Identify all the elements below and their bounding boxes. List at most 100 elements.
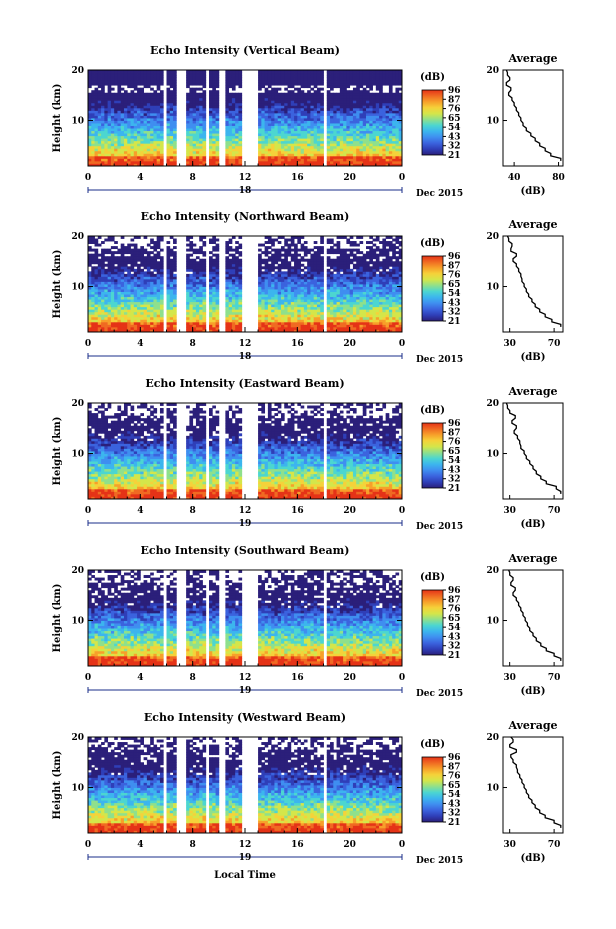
heatmap-cell xyxy=(231,301,236,305)
heatmap-cell xyxy=(388,92,393,96)
heatmap-cell xyxy=(261,128,266,132)
heatmap-cell xyxy=(202,143,207,147)
heatmap-cell xyxy=(300,268,305,272)
heatmap-cell xyxy=(114,138,118,142)
heatmap-cell xyxy=(114,143,118,147)
heatmap-cell xyxy=(146,296,151,300)
heatmap-cell xyxy=(382,158,387,162)
heatmap-cell xyxy=(228,291,233,295)
heatmap-cell xyxy=(267,118,272,121)
heatmap-cell xyxy=(300,100,305,104)
heatmap-cell xyxy=(209,102,213,106)
heatmap-cell xyxy=(192,107,197,111)
heatmap-cell xyxy=(104,77,109,81)
heatmap-cell xyxy=(209,284,213,287)
heatmap-cell xyxy=(330,100,334,104)
heatmap-cell xyxy=(225,160,230,164)
heatmap-cell xyxy=(231,92,236,96)
heatmap-cell xyxy=(274,120,279,124)
heatmap-cell xyxy=(339,90,344,94)
heatmap-cell xyxy=(235,140,239,144)
heatmap-cell xyxy=(107,155,112,159)
heatmap-cell xyxy=(215,158,220,162)
heatmap-cell xyxy=(349,90,354,94)
heatmap-cell xyxy=(166,70,171,73)
heatmap-cell xyxy=(215,319,220,323)
heatmap-cell xyxy=(359,77,364,81)
heatmap-cell xyxy=(117,72,122,76)
heatmap-cell xyxy=(199,153,203,157)
heatmap-cell xyxy=(133,263,138,267)
heatmap-cell xyxy=(212,77,216,81)
heatmap-cell xyxy=(343,143,347,147)
heatmap-cell xyxy=(114,115,118,119)
heatmap-cell xyxy=(303,125,308,129)
heatmap-cell xyxy=(379,90,383,94)
heatmap-cell xyxy=(375,105,380,109)
heatmap-cell xyxy=(146,72,151,76)
heatmap-cell xyxy=(369,70,373,73)
heatmap-cell xyxy=(120,110,125,114)
heatmap-cell xyxy=(388,130,393,134)
heatmap-cell xyxy=(284,291,288,295)
heatmap-cell xyxy=(114,271,118,275)
heatmap-cell xyxy=(375,102,380,106)
heatmap-cell xyxy=(189,87,194,91)
heatmap-cell xyxy=(192,324,197,328)
heatmap-cell xyxy=(258,248,262,252)
heatmap-cell xyxy=(352,90,357,94)
heatmap-cell xyxy=(362,90,367,94)
heatmap-cell xyxy=(294,125,298,129)
heatmap-cell xyxy=(271,140,275,144)
heatmap-cell xyxy=(385,143,390,147)
heatmap-cell xyxy=(127,107,131,111)
heatmap-cell xyxy=(123,278,128,282)
heatmap-cell xyxy=(130,90,135,94)
heatmap-cell xyxy=(375,75,380,78)
heatmap-cell xyxy=(231,120,236,124)
heatmap-cell xyxy=(97,316,102,320)
heatmap-cell xyxy=(271,107,275,111)
heatmap-cell xyxy=(97,319,102,323)
heatmap-cell xyxy=(385,97,390,101)
heatmap-cell xyxy=(349,135,354,139)
heatmap-cell xyxy=(316,82,321,86)
heatmap-cell xyxy=(333,145,337,149)
heatmap-cell xyxy=(382,107,387,111)
heatmap-cell xyxy=(215,329,220,333)
heatmap-cell xyxy=(173,238,177,242)
heatmap-cell xyxy=(107,120,112,124)
heatmap-cell xyxy=(195,123,200,126)
heatmap-cell xyxy=(202,115,207,119)
heatmap-cell xyxy=(150,158,154,162)
heatmap-cell xyxy=(91,138,95,142)
heatmap-cell xyxy=(137,97,141,101)
heatmap-cell xyxy=(104,92,109,96)
heatmap-cell xyxy=(192,75,197,78)
heatmap-cell xyxy=(284,138,288,142)
heatmap-cell xyxy=(307,72,311,76)
heatmap-cell xyxy=(320,107,324,111)
heatmap-cell xyxy=(94,268,99,272)
heatmap-cell xyxy=(137,278,141,282)
heatmap-cell xyxy=(382,128,387,132)
heatmap-cell xyxy=(372,118,377,121)
heatmap-cell xyxy=(225,77,230,81)
heatmap-cell xyxy=(310,115,315,119)
heatmap-cell xyxy=(146,319,151,323)
heatmap-cell xyxy=(120,243,125,247)
heatmap-cell xyxy=(264,246,269,250)
heatmap-cell xyxy=(310,87,315,91)
heatmap-cell xyxy=(212,70,216,73)
heatmap-cell xyxy=(258,85,262,89)
heatmap-cell xyxy=(326,80,331,84)
heatmap-cell xyxy=(212,238,216,242)
heatmap-cell xyxy=(215,276,220,280)
heatmap-cell xyxy=(280,140,285,144)
heatmap-cell xyxy=(258,128,262,132)
heatmap-cell xyxy=(120,271,125,275)
heatmap-cell xyxy=(235,107,239,111)
heatmap-cell xyxy=(146,284,151,287)
heatmap-cell xyxy=(202,80,207,84)
heatmap-cell xyxy=(91,284,95,287)
